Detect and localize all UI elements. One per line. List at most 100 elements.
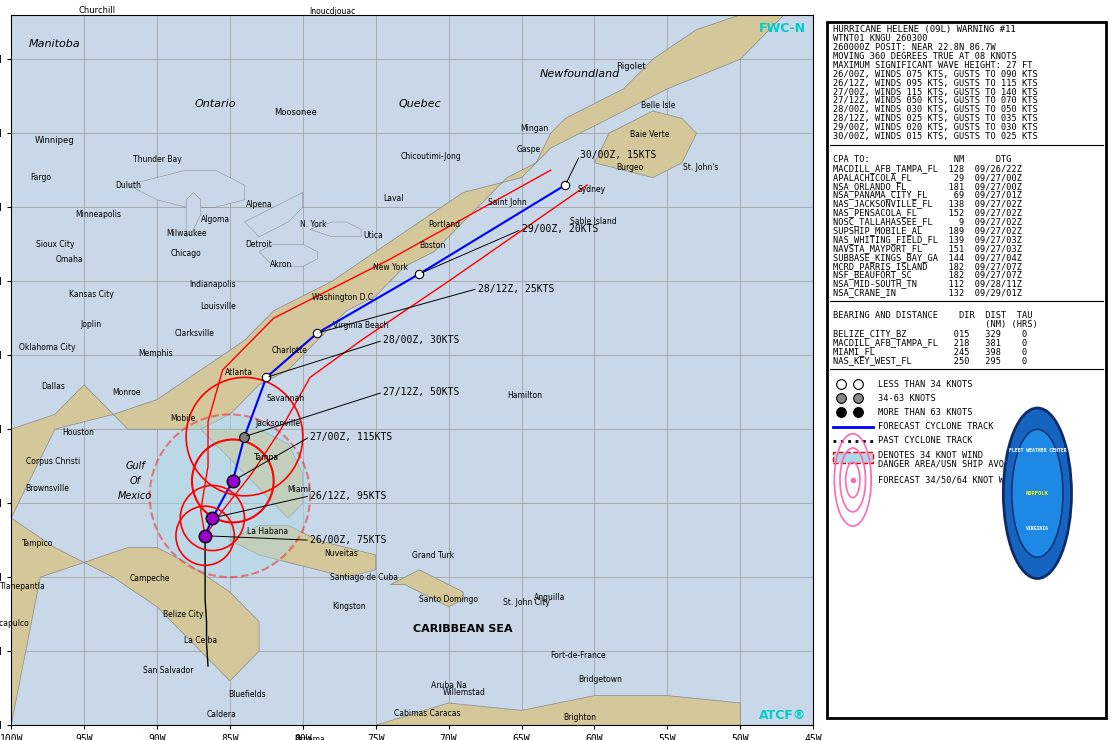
Text: Willemstad: Willemstad — [443, 688, 486, 697]
Text: SUPSHIP_MOBILE_AL     189  09/27/02Z: SUPSHIP_MOBILE_AL 189 09/27/02Z — [833, 226, 1022, 235]
Text: MACDILL_AFB_TAMPA_FL  128  09/26/22Z: MACDILL_AFB_TAMPA_FL 128 09/26/22Z — [833, 164, 1022, 173]
Text: St. John's: St. John's — [683, 163, 719, 172]
Text: Monroe: Monroe — [113, 388, 140, 397]
Polygon shape — [11, 15, 784, 518]
Text: HURRICANE HELENE (09L) WARNING #11: HURRICANE HELENE (09L) WARNING #11 — [833, 25, 1016, 35]
Text: NSA_MID-SOUTH_TN      112  09/28/11Z: NSA_MID-SOUTH_TN 112 09/28/11Z — [833, 280, 1022, 289]
Text: Santiago de Cuba: Santiago de Cuba — [330, 573, 398, 582]
Text: Winnipeg: Winnipeg — [35, 136, 75, 145]
Polygon shape — [201, 429, 303, 518]
Text: La Habana: La Habana — [247, 527, 289, 536]
Text: DANGER AREA/USN SHIP AVOIDANCE AREA: DANGER AREA/USN SHIP AVOIDANCE AREA — [878, 460, 1062, 468]
Text: 28/00Z, WINDS 030 KTS, GUSTS TO 050 KTS: 28/00Z, WINDS 030 KTS, GUSTS TO 050 KTS — [833, 105, 1037, 115]
Text: Mobile: Mobile — [170, 414, 196, 423]
Text: Bluefields: Bluefields — [228, 690, 266, 699]
Text: PAST CYCLONE TRACK: PAST CYCLONE TRACK — [878, 437, 973, 445]
Text: Memphis: Memphis — [138, 349, 173, 358]
Polygon shape — [375, 696, 741, 725]
Text: SUBBASE_KINGS_BAY_GA  144  09/27/04Z: SUBBASE_KINGS_BAY_GA 144 09/27/04Z — [833, 253, 1022, 262]
Text: NAS_JACKSONVILLE_FL   138  09/27/02Z: NAS_JACKSONVILLE_FL 138 09/27/02Z — [833, 200, 1022, 209]
Text: Detroit: Detroit — [246, 240, 273, 249]
Text: Panama: Panama — [295, 736, 325, 740]
Text: Thunder Bay: Thunder Bay — [133, 155, 182, 164]
Text: Miami: Miami — [286, 485, 310, 494]
Text: Boston: Boston — [419, 241, 446, 250]
Text: 28/12Z, WINDS 025 KTS, GUSTS TO 035 KTS: 28/12Z, WINDS 025 KTS, GUSTS TO 035 KTS — [833, 114, 1037, 124]
Bar — [833, 452, 872, 463]
Text: Tampa: Tampa — [254, 453, 278, 462]
Text: Brownsville: Brownsville — [26, 484, 69, 493]
Text: Nuveitas: Nuveitas — [324, 549, 358, 558]
Text: Sioux City: Sioux City — [36, 240, 75, 249]
Text: Minneapolis: Minneapolis — [76, 210, 121, 219]
Text: Washington D.C.: Washington D.C. — [312, 293, 375, 302]
Text: 26/12Z, WINDS 095 KTS, GUSTS TO 115 KTS: 26/12Z, WINDS 095 KTS, GUSTS TO 115 KTS — [833, 78, 1037, 88]
Text: CARIBBEAN SEA: CARIBBEAN SEA — [413, 624, 514, 634]
Text: Belle Isle: Belle Isle — [642, 101, 676, 110]
Text: BELIZE_CITY_BZ         015   329    0: BELIZE_CITY_BZ 015 329 0 — [833, 329, 1027, 338]
Circle shape — [1012, 429, 1063, 557]
Text: 26/00Z, 75KTS: 26/00Z, 75KTS — [310, 535, 387, 545]
Text: Acapulco: Acapulco — [0, 619, 30, 628]
Polygon shape — [260, 244, 317, 266]
Text: 26/00Z, WINDS 075 KTS, GUSTS TO 090 KTS: 26/00Z, WINDS 075 KTS, GUSTS TO 090 KTS — [833, 70, 1037, 79]
Text: Mingan: Mingan — [520, 124, 549, 133]
Polygon shape — [229, 525, 375, 577]
Text: Mexico: Mexico — [118, 491, 153, 501]
Text: Campeche: Campeche — [129, 574, 170, 583]
Text: Quebec: Quebec — [398, 98, 441, 109]
Text: Dallas: Dallas — [41, 382, 66, 391]
Text: Indianapolis: Indianapolis — [189, 280, 236, 289]
Text: NAS_PENSACOLA_FL      152  09/27/02Z: NAS_PENSACOLA_FL 152 09/27/02Z — [833, 209, 1022, 218]
Polygon shape — [244, 192, 303, 237]
Text: MCRD_PARRIS_ISLAND    182  09/27/07Z: MCRD_PARRIS_ISLAND 182 09/27/07Z — [833, 262, 1022, 271]
Text: APALACHICOLA_FL        29  09/27/00Z: APALACHICOLA_FL 29 09/27/00Z — [833, 173, 1022, 182]
Text: Santo Domingo: Santo Domingo — [419, 595, 478, 604]
Text: DENOTES 34 KNOT WIND: DENOTES 34 KNOT WIND — [878, 451, 984, 460]
Text: Sydney: Sydney — [577, 185, 606, 194]
Text: 29/00Z, 20KTS: 29/00Z, 20KTS — [521, 224, 598, 235]
Text: MACDILL_AFB_TAMPA_FL   218   381    0: MACDILL_AFB_TAMPA_FL 218 381 0 — [833, 338, 1027, 347]
Text: MOVING 360 DEGREES TRUE AT 08 KNOTS: MOVING 360 DEGREES TRUE AT 08 KNOTS — [833, 52, 1017, 61]
Text: St. John City: St. John City — [502, 598, 549, 607]
Text: Hamilton: Hamilton — [507, 391, 543, 400]
Text: MORE THAN 63 KNOTS: MORE THAN 63 KNOTS — [878, 408, 973, 417]
Text: Cabimas Caracas: Cabimas Caracas — [393, 709, 460, 718]
Text: LESS THAN 34 KNOTS: LESS THAN 34 KNOTS — [878, 380, 973, 388]
Text: MAXIMUM SIGNIFICANT WAVE HEIGHT: 27 FT: MAXIMUM SIGNIFICANT WAVE HEIGHT: 27 FT — [833, 61, 1033, 70]
Text: 27/12Z, WINDS 050 KTS, GUSTS TO 070 KTS: 27/12Z, WINDS 050 KTS, GUSTS TO 070 KTS — [833, 96, 1037, 106]
Text: Duluth: Duluth — [115, 181, 140, 189]
Text: Alpena: Alpena — [246, 200, 272, 209]
Text: MIAMI_FL               245   398    0: MIAMI_FL 245 398 0 — [833, 347, 1027, 356]
Text: Burgeo: Burgeo — [616, 163, 643, 172]
Text: Fargo: Fargo — [30, 173, 51, 182]
Text: NAS_KEY_WEST_FL        250   295    0: NAS_KEY_WEST_FL 250 295 0 — [833, 356, 1027, 365]
Text: WTNT01 KNGU 260300: WTNT01 KNGU 260300 — [833, 34, 927, 44]
Text: Algoma: Algoma — [201, 215, 229, 223]
Circle shape — [149, 414, 310, 577]
Text: Fort-de-France: Fort-de-France — [550, 651, 606, 660]
Text: Utica: Utica — [363, 231, 383, 240]
Text: ATCF®: ATCF® — [759, 709, 805, 722]
Text: NSA_CRANE_IN          132  09/29/01Z: NSA_CRANE_IN 132 09/29/01Z — [833, 289, 1022, 297]
Text: Grand Turk: Grand Turk — [411, 551, 453, 559]
Text: Houston: Houston — [62, 428, 95, 437]
Text: 27/00Z, 115KTS: 27/00Z, 115KTS — [310, 431, 392, 442]
Text: NSF_BEAUFORT_SC       182  09/27/07Z: NSF_BEAUFORT_SC 182 09/27/07Z — [833, 271, 1022, 280]
Text: Chicoutimi-Jong: Chicoutimi-Jong — [401, 152, 461, 161]
Text: FORECAST CYCLONE TRACK: FORECAST CYCLONE TRACK — [878, 423, 994, 431]
Text: Rigolet: Rigolet — [616, 62, 646, 71]
Text: FLEET WEATHER CENTER: FLEET WEATHER CENTER — [1008, 448, 1066, 453]
Text: 27/12Z, 50KTS: 27/12Z, 50KTS — [383, 387, 459, 397]
Text: La Ceiba: La Ceiba — [184, 636, 217, 645]
Text: 28/12Z, 25KTS: 28/12Z, 25KTS — [478, 283, 554, 294]
Text: Milwaukee: Milwaukee — [166, 229, 206, 238]
Text: Saint John: Saint John — [488, 198, 526, 207]
Text: Atlanta: Atlanta — [225, 369, 253, 377]
Text: Baie Verte: Baie Verte — [631, 130, 670, 139]
Text: 34-63 KNOTS: 34-63 KNOTS — [878, 394, 936, 403]
Text: Omaha: Omaha — [56, 255, 84, 263]
Text: Chicago: Chicago — [170, 249, 202, 258]
Text: FORECAST 34/50/64 KNOT WIND RADII: FORECAST 34/50/64 KNOT WIND RADII — [878, 476, 1052, 485]
Text: VIRGINIA: VIRGINIA — [1026, 526, 1049, 531]
